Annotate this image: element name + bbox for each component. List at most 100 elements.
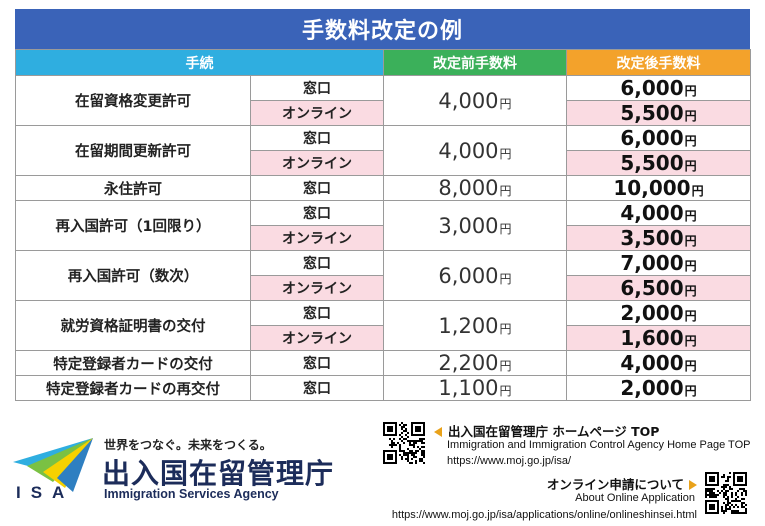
- yen-unit: 円: [684, 84, 697, 98]
- yen-unit: 円: [499, 221, 512, 236]
- method-label: オンライン: [250, 325, 384, 351]
- before-fee: 1,100: [438, 376, 499, 400]
- homepage-url[interactable]: https://www.moj.go.jp/isa/: [447, 455, 572, 467]
- before-fee-cell: 8,000円: [383, 175, 567, 201]
- before-fee: 4,000: [438, 138, 499, 163]
- after-fee: 5,500: [620, 101, 684, 125]
- table-row: 特定登録者カードの交付 窓口 2,200円 4,000円: [15, 350, 751, 376]
- after-fee-cell: 6,000円: [566, 75, 751, 101]
- before-fee-cell: 3,000円: [383, 200, 567, 251]
- before-fee: 3,000: [438, 213, 499, 238]
- before-fee-cell: 4,000円: [383, 75, 567, 126]
- online-link-title[interactable]: オンライン申請について: [547, 474, 697, 493]
- method-label: 窓口: [250, 125, 384, 151]
- before-fee: 8,000: [438, 176, 499, 200]
- table-row: 特定登録者カードの再交付 窓口 1,100円 2,000円: [15, 375, 751, 401]
- yen-unit: 円: [684, 384, 697, 398]
- before-fee-cell: 4,000円: [383, 125, 567, 176]
- after-fee-cell: 2,000円: [566, 300, 751, 326]
- online-link-en: About Online Application: [575, 492, 695, 504]
- arrow-right-icon: [689, 480, 697, 490]
- procedure-name: 特定登録者カードの交付: [15, 350, 251, 376]
- qr-code-icon[interactable]: [383, 422, 425, 464]
- arrow-left-icon: [434, 427, 442, 437]
- yen-unit: 円: [684, 259, 697, 273]
- before-fee: 6,000: [438, 263, 499, 288]
- online-url[interactable]: https://www.moj.go.jp/isa/applications/o…: [391, 509, 697, 521]
- table-row: 再入国許可（1回限り） 窓口 3,000円 4,000円: [15, 200, 751, 251]
- table-row: 在留期間更新許可 窓口 4,000円 6,000円: [15, 125, 751, 176]
- header-procedure: 手続: [15, 49, 384, 76]
- method-label: 窓口: [250, 200, 384, 226]
- before-fee: 1,200: [438, 313, 499, 338]
- before-fee-cell: 2,200円: [383, 350, 567, 376]
- method-label: 窓口: [250, 300, 384, 326]
- procedure-name: 就労資格証明書の交付: [15, 300, 251, 351]
- page-title: 手数料改定の例: [15, 9, 750, 49]
- fee-table: 手続 改定前手数料 改定後手数料 在留資格変更許可 窓口 4,000円 6,000円オ…: [15, 49, 751, 401]
- procedure-name: 再入国許可（数次）: [15, 250, 251, 301]
- method-label: 窓口: [250, 175, 384, 201]
- after-fee-cell: 2,000円: [566, 375, 751, 401]
- procedure-name: 特定登録者カードの再交付: [15, 375, 251, 401]
- after-fee: 6,000: [620, 76, 684, 100]
- table-row: オンライン 3,500円: [16, 225, 751, 251]
- yen-unit: 円: [684, 134, 697, 148]
- yen-unit: 円: [684, 234, 697, 248]
- method-label: 窓口: [250, 375, 384, 401]
- after-fee: 10,000: [613, 176, 691, 200]
- table-row: 在留資格変更許可 窓口 4,000円 6,000円: [15, 75, 751, 126]
- method-label: オンライン: [250, 225, 384, 251]
- yen-unit: 円: [684, 284, 697, 298]
- procedure-name: 在留期間更新許可: [15, 125, 251, 176]
- after-fee-cell: 7,000円: [566, 250, 751, 276]
- table-row: オンライン 5,500円: [16, 100, 751, 126]
- agency-name-en: Immigration Services Agency: [104, 487, 279, 501]
- yen-unit: 円: [499, 359, 512, 373]
- after-fee: 2,000: [620, 376, 684, 400]
- after-fee: 7,000: [620, 251, 684, 275]
- after-fee: 6,500: [620, 276, 684, 300]
- table-row: 就労資格証明書の交付 窓口 1,200円 2,000円: [15, 300, 751, 351]
- yen-unit: 円: [684, 109, 697, 123]
- qr-code-icon[interactable]: [705, 472, 747, 514]
- method-label: 窓口: [250, 250, 384, 276]
- after-fee-cell: 6,500円: [566, 275, 751, 301]
- procedure-name: 永住許可: [15, 175, 251, 201]
- after-fee-cell: 10,000円: [566, 175, 751, 201]
- after-fee: 6,000: [620, 126, 684, 150]
- table-row: オンライン 6,500円: [16, 275, 751, 301]
- fee-table-body: 在留資格変更許可 窓口 4,000円 6,000円 オンライン 5,500円 在留期間更新許…: [15, 75, 751, 401]
- after-fee-cell: 5,500円: [566, 150, 751, 176]
- after-fee-cell: 5,500円: [566, 100, 751, 126]
- yen-unit: 円: [499, 384, 512, 398]
- homepage-link-en: Immigration and Immigration Control Agen…: [447, 439, 751, 451]
- procedure-name: 在留資格変更許可: [15, 75, 251, 126]
- yen-unit: 円: [499, 184, 512, 198]
- yen-unit: 円: [684, 359, 697, 373]
- isa-logo-icon: [13, 438, 93, 492]
- yen-unit: 円: [499, 271, 512, 286]
- yen-unit: 円: [499, 146, 512, 161]
- before-fee-cell: 1,100円: [383, 375, 567, 401]
- before-fee-cell: 1,200円: [383, 300, 567, 351]
- homepage-link-title[interactable]: 出入国在留管理庁 ホームページ TOP: [434, 421, 659, 440]
- table-row: オンライン 5,500円: [16, 150, 751, 176]
- method-label: オンライン: [250, 150, 384, 176]
- after-fee-cell: 1,600円: [566, 325, 751, 351]
- after-fee: 4,000: [620, 201, 684, 225]
- before-fee: 2,200: [438, 351, 499, 375]
- after-fee-cell: 4,000円: [566, 350, 751, 376]
- after-fee: 4,000: [620, 351, 684, 375]
- after-fee: 1,600: [620, 326, 684, 350]
- yen-unit: 円: [499, 321, 512, 336]
- yen-unit: 円: [499, 96, 512, 111]
- table-row: 再入国許可（数次） 窓口 6,000円 7,000円: [15, 250, 751, 301]
- method-label: 窓口: [250, 350, 384, 376]
- after-fee-cell: 3,500円: [566, 225, 751, 251]
- after-fee: 3,500: [620, 226, 684, 250]
- header-before-fee: 改定前手数料: [383, 49, 567, 76]
- after-fee: 5,500: [620, 151, 684, 175]
- after-fee-cell: 6,000円: [566, 125, 751, 151]
- method-label: オンライン: [250, 275, 384, 301]
